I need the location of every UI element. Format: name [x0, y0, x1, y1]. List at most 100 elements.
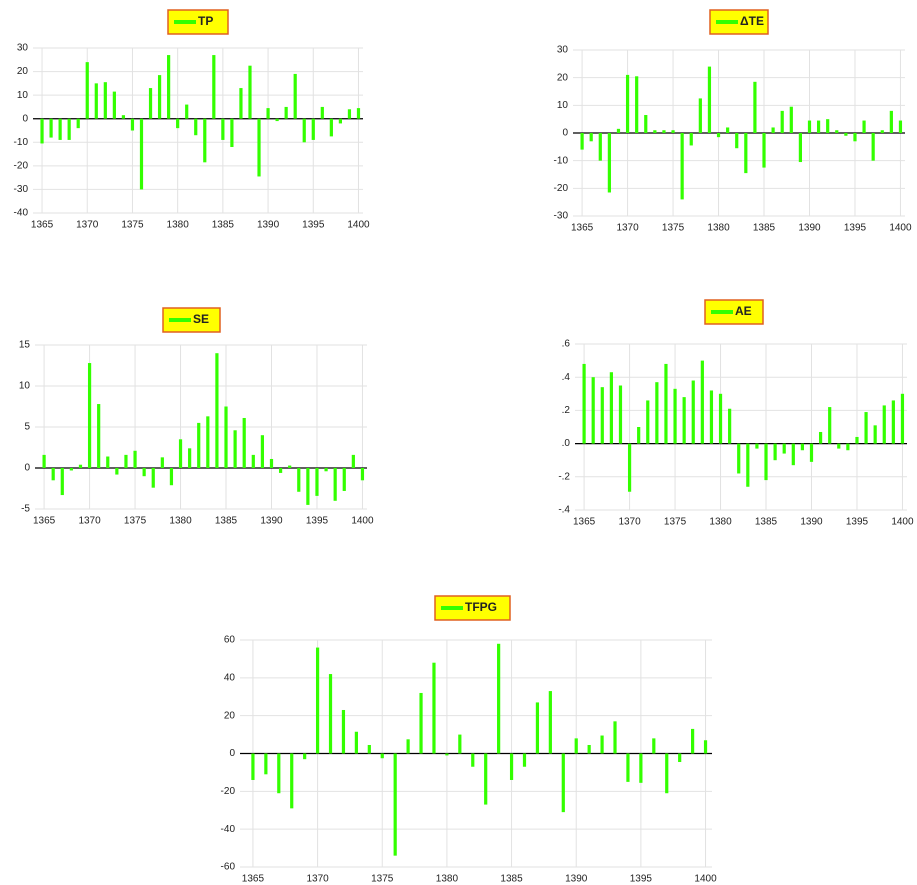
y-tick-label: 40	[224, 672, 236, 683]
x-tick-label: 1400	[889, 223, 912, 234]
bar	[644, 115, 648, 133]
bar	[744, 133, 748, 174]
y-tick-label: -20	[14, 160, 29, 171]
bar	[580, 133, 584, 150]
x-tick-label: 1400	[347, 220, 370, 231]
bar	[771, 127, 775, 133]
y-tick-label: 60	[224, 635, 236, 646]
x-tick-label: 1400	[351, 516, 374, 527]
bar	[800, 443, 804, 451]
x-tick-label: 1365	[573, 517, 596, 528]
bar	[94, 83, 98, 119]
bar	[665, 753, 669, 794]
bar	[203, 118, 207, 163]
bar	[703, 740, 708, 754]
bar	[251, 454, 255, 468]
bar	[746, 443, 750, 487]
x-tick-label: 1375	[662, 223, 685, 234]
y-tick-label: 0	[24, 463, 30, 474]
bar	[188, 448, 192, 468]
bar	[807, 120, 812, 133]
x-tick-label: 1370	[306, 874, 329, 885]
bar	[206, 416, 210, 468]
bar	[212, 55, 216, 119]
y-tick-label: -30	[14, 184, 29, 195]
x-tick-label: 1390	[260, 516, 283, 527]
bar	[635, 76, 639, 133]
bar	[251, 753, 255, 780]
bar	[673, 388, 677, 444]
bar	[264, 753, 268, 775]
legend-label: SE	[193, 312, 209, 326]
bar	[78, 464, 83, 468]
y-tick-label: 30	[557, 45, 569, 56]
x-tick-label: 1375	[371, 874, 394, 885]
bar	[639, 753, 643, 783]
bar	[798, 133, 802, 163]
bar	[151, 468, 155, 488]
bar	[194, 118, 198, 136]
x-tick-label: 1375	[664, 517, 687, 528]
bar	[698, 98, 702, 133]
bar	[342, 468, 346, 491]
bar	[69, 468, 73, 471]
bar	[600, 735, 604, 754]
bar	[816, 120, 821, 133]
bar	[278, 468, 283, 473]
bar	[678, 753, 682, 763]
bar	[233, 430, 237, 468]
bar	[662, 130, 666, 133]
x-tick-label: 1380	[709, 517, 732, 528]
bar	[889, 110, 893, 133]
bar	[266, 108, 270, 119]
legend-label: TP	[198, 14, 213, 28]
y-tick-label: -20	[554, 183, 569, 194]
bar	[324, 468, 328, 472]
y-tick-label: 20	[17, 66, 29, 77]
y-tick-label: 10	[19, 381, 31, 392]
bar	[432, 662, 436, 754]
bar	[67, 118, 71, 140]
x-tick-label: 1380	[167, 220, 190, 231]
bar	[124, 454, 128, 468]
bar	[224, 406, 228, 468]
bar	[160, 457, 164, 468]
x-tick-label: 1385	[753, 223, 776, 234]
y-tick-label: -20	[221, 786, 236, 797]
bar	[762, 133, 766, 168]
bar	[419, 692, 423, 754]
y-tick-label: 0	[562, 128, 568, 139]
bar	[735, 133, 739, 149]
bar	[871, 133, 875, 161]
bar	[471, 753, 475, 767]
bar	[837, 443, 841, 449]
bar	[718, 393, 723, 444]
bar	[755, 443, 759, 449]
x-tick-label: 1365	[571, 223, 594, 234]
bar	[828, 407, 832, 444]
bar	[85, 62, 89, 119]
bar	[133, 450, 137, 468]
bar	[726, 127, 730, 133]
bar	[853, 133, 857, 142]
y-tick-label: 10	[557, 100, 569, 111]
y-tick-label: -10	[554, 155, 569, 166]
x-tick-label: 1385	[215, 516, 238, 527]
y-tick-label: 0	[22, 113, 28, 124]
x-tick-label: 1380	[436, 874, 459, 885]
bar	[548, 691, 552, 754]
bar	[311, 118, 315, 140]
bar	[689, 133, 693, 146]
bar	[76, 118, 80, 129]
bar	[356, 108, 361, 119]
y-tick-label: 20	[224, 710, 236, 721]
bar	[497, 643, 501, 754]
bar	[315, 468, 319, 496]
bar	[51, 468, 55, 481]
bar	[130, 118, 135, 131]
bar	[846, 443, 850, 451]
bar	[613, 721, 617, 754]
bar	[680, 133, 684, 200]
bar	[293, 73, 297, 119]
